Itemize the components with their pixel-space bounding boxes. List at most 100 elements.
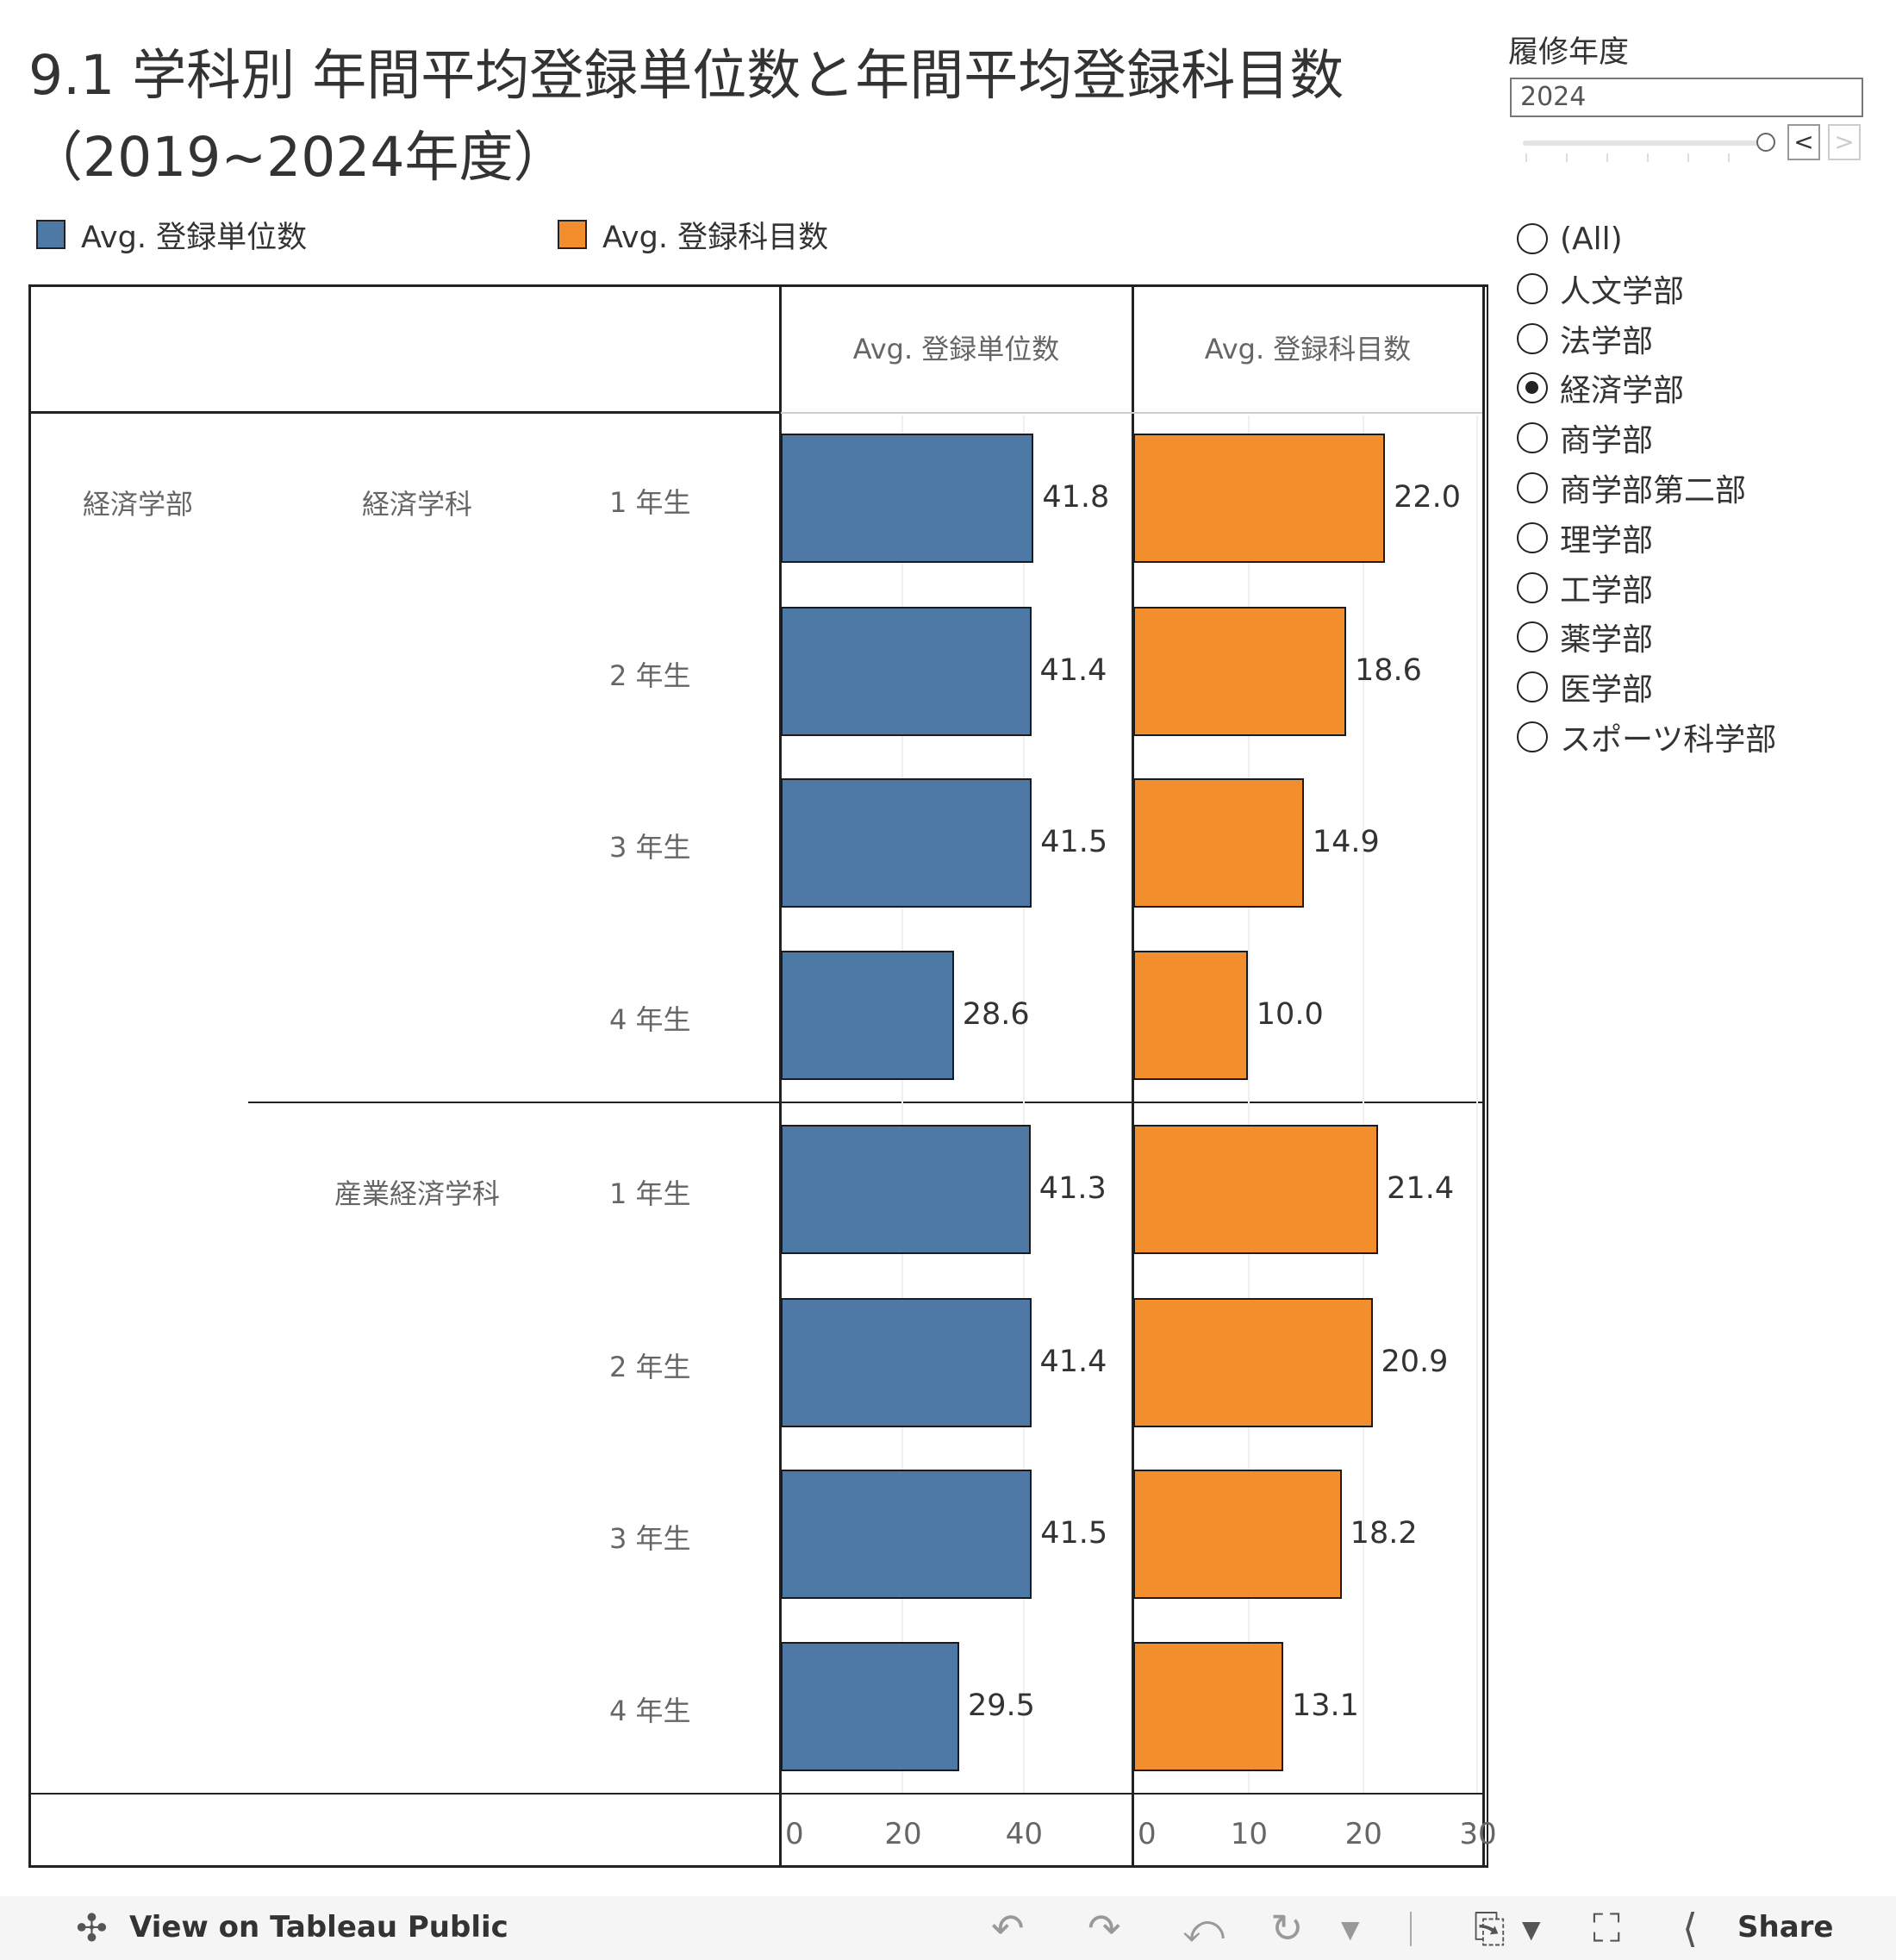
faculty-option[interactable]: (All) bbox=[1517, 214, 1623, 264]
bar[interactable] bbox=[1133, 1470, 1342, 1599]
radio-icon[interactable] bbox=[1517, 422, 1548, 454]
faculty-option[interactable]: 法学部 bbox=[1517, 314, 1653, 364]
radio-icon[interactable] bbox=[1517, 472, 1548, 503]
bar-value-label: 41.8 bbox=[1042, 480, 1110, 515]
redo-icon[interactable]: ↷ bbox=[1088, 1905, 1121, 1951]
column-header-courses[interactable]: Avg. 登録科目数 bbox=[1204, 333, 1412, 365]
gridline bbox=[1022, 415, 1025, 1793]
radio-icon[interactable] bbox=[1517, 621, 1548, 653]
column-header-units[interactable]: Avg. 登録単位数 bbox=[852, 333, 1060, 365]
bar-value-label: 28.6 bbox=[962, 997, 1030, 1032]
department-label-2: 産業経済学科 bbox=[334, 1177, 501, 1210]
faculty-option[interactable]: 経済学部 bbox=[1517, 363, 1684, 413]
faculty-option-label: 経済学部 bbox=[1560, 373, 1685, 409]
bar-value-label: 41.4 bbox=[1039, 653, 1107, 688]
bar-value-label: 41.4 bbox=[1039, 1345, 1107, 1379]
bar[interactable] bbox=[1133, 434, 1386, 563]
legend-item-units: Avg. 登録単位数 bbox=[36, 215, 307, 255]
bar[interactable] bbox=[781, 1470, 1032, 1599]
bar[interactable] bbox=[781, 1125, 1031, 1254]
bar[interactable] bbox=[1133, 607, 1346, 736]
fullscreen-icon[interactable]: ⛶ bbox=[1593, 1905, 1621, 1951]
bar-value-label: 13.1 bbox=[1291, 1688, 1359, 1723]
share-icon[interactable]: ⟨ bbox=[1682, 1905, 1698, 1951]
grade-label: 1 年生 bbox=[609, 1177, 691, 1210]
table-left-border bbox=[28, 284, 31, 1868]
grade-label: 3 年生 bbox=[609, 831, 691, 864]
legend-item-courses: Avg. 登録科目数 bbox=[558, 215, 828, 255]
faculty-option[interactable]: 人文学部 bbox=[1517, 264, 1684, 314]
bar[interactable] bbox=[781, 951, 954, 1080]
axis-tick-label: 40 bbox=[1005, 1817, 1043, 1851]
grade-label: 1 年生 bbox=[609, 486, 691, 519]
faculty-option[interactable]: 薬学部 bbox=[1517, 612, 1653, 662]
faculty-option[interactable]: 理学部 bbox=[1517, 513, 1653, 563]
bar-value-label: 14.9 bbox=[1312, 825, 1380, 859]
faculty-option[interactable]: 商学部 bbox=[1517, 413, 1653, 463]
table-bottom-border bbox=[28, 1865, 1488, 1868]
faculty-option[interactable]: 工学部 bbox=[1517, 563, 1653, 613]
bar[interactable] bbox=[781, 607, 1032, 736]
gridline bbox=[1362, 415, 1364, 1793]
bar[interactable] bbox=[1133, 778, 1304, 908]
bar[interactable] bbox=[781, 1298, 1032, 1427]
table-right-border-inner bbox=[1487, 284, 1488, 1868]
slider-tick bbox=[1687, 153, 1689, 162]
faculty-option[interactable]: 商学部第二部 bbox=[1517, 463, 1746, 513]
radio-selected-icon[interactable] bbox=[1517, 372, 1548, 404]
bar[interactable] bbox=[1133, 1125, 1379, 1254]
faculty-option-label: (All) bbox=[1560, 221, 1623, 257]
header-row-divider bbox=[28, 411, 781, 414]
year-filter-label: 履修年度 bbox=[1508, 35, 1630, 70]
bar[interactable] bbox=[1133, 1298, 1373, 1427]
legend-label-courses: Avg. 登録科目数 bbox=[602, 220, 829, 255]
axis-tick-label: 20 bbox=[1344, 1817, 1382, 1851]
pause-dropdown-icon[interactable]: ▼ bbox=[1341, 1915, 1360, 1944]
department-divider bbox=[248, 1102, 1484, 1103]
faculty-option[interactable]: 医学部 bbox=[1517, 662, 1653, 712]
grade-label: 2 年生 bbox=[609, 1351, 691, 1383]
bar[interactable] bbox=[1133, 951, 1248, 1080]
radio-icon[interactable] bbox=[1517, 521, 1548, 553]
bar[interactable] bbox=[781, 434, 1034, 563]
radio-icon[interactable] bbox=[1517, 671, 1548, 703]
tableau-logo-icon[interactable]: ✣ bbox=[76, 1907, 108, 1951]
revert-icon[interactable]: ⤺ bbox=[1182, 1905, 1226, 1951]
radio-icon[interactable] bbox=[1517, 223, 1548, 254]
refresh-icon[interactable]: ↻ bbox=[1270, 1905, 1304, 1951]
download-icon[interactable]: ⎘ bbox=[1474, 1905, 1506, 1951]
faculty-option[interactable]: スポーツ科学部 bbox=[1517, 712, 1776, 762]
pane-divider-left bbox=[779, 284, 782, 1868]
radio-icon[interactable] bbox=[1517, 721, 1548, 752]
year-slider-track[interactable] bbox=[1523, 140, 1768, 146]
bar[interactable] bbox=[781, 1642, 959, 1771]
view-on-tableau-link[interactable]: View on Tableau Public bbox=[129, 1910, 508, 1944]
faculty-option-label: 理学部 bbox=[1560, 522, 1654, 559]
axis-tick-label: 20 bbox=[884, 1817, 922, 1851]
next-year-button[interactable]: > bbox=[1828, 124, 1861, 160]
download-dropdown-icon[interactable]: ▼ bbox=[1522, 1915, 1541, 1944]
year-slider-thumb[interactable] bbox=[1756, 133, 1775, 152]
radio-icon[interactable] bbox=[1517, 272, 1548, 304]
faculty-option-label: 薬学部 bbox=[1560, 622, 1654, 659]
bar[interactable] bbox=[781, 778, 1032, 908]
previous-year-button[interactable]: < bbox=[1787, 124, 1820, 160]
slider-tick bbox=[1566, 153, 1568, 162]
header-pane-divider bbox=[781, 412, 1482, 414]
share-button[interactable]: Share bbox=[1737, 1910, 1834, 1944]
undo-icon[interactable]: ↶ bbox=[991, 1905, 1025, 1951]
bar-value-label: 18.6 bbox=[1354, 653, 1422, 688]
faculty-option-label: 工学部 bbox=[1560, 572, 1654, 609]
radio-icon[interactable] bbox=[1517, 571, 1548, 603]
table-right-border bbox=[1482, 284, 1485, 1868]
year-filter-input[interactable]: 2024 bbox=[1510, 78, 1863, 117]
grade-label: 4 年生 bbox=[609, 1695, 691, 1727]
faculty-option-label: 商学部 bbox=[1560, 423, 1654, 459]
faculty-option-label: 商学部第二部 bbox=[1560, 473, 1747, 509]
radio-icon[interactable] bbox=[1517, 322, 1548, 354]
bar-value-label: 41.5 bbox=[1040, 825, 1108, 859]
faculty-label: 経済学部 bbox=[83, 488, 194, 521]
legend-swatch-courses bbox=[558, 220, 587, 249]
bar[interactable] bbox=[1133, 1642, 1283, 1771]
axis-tick-label: 0 bbox=[1138, 1817, 1157, 1851]
